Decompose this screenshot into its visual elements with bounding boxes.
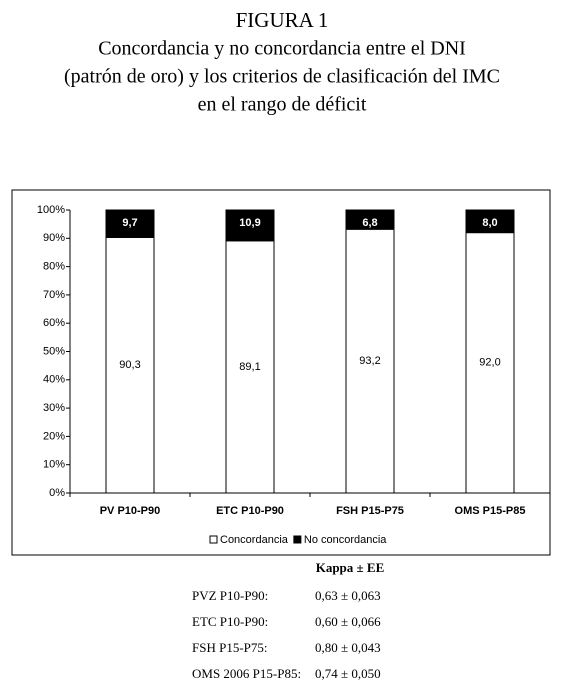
legend-label: No concordancia	[304, 534, 387, 546]
y-tick-label: 10%	[43, 459, 65, 471]
bar-segment	[465, 232, 515, 494]
data-label: 93,2	[359, 355, 380, 367]
data-label: 9,7	[122, 217, 137, 229]
y-tick-label: 60%	[43, 317, 65, 329]
x-tick-label: OMS P15-P85	[455, 505, 526, 517]
table-cell: 0,60 ± 0,066	[315, 614, 381, 629]
table-cell: 0,80 ± 0,043	[315, 640, 381, 655]
y-tick-label: 20%	[43, 430, 65, 442]
bar-segment	[465, 209, 515, 234]
y-tick-label: 70%	[43, 289, 65, 301]
y-tick-label: 100%	[37, 204, 65, 216]
data-label: 92,0	[479, 357, 500, 369]
table-cell: 0,63 ± 0,063	[315, 588, 381, 603]
y-tick-label: 0%	[49, 487, 65, 499]
y-tick-label: 90%	[43, 232, 65, 244]
data-label: 6,8	[362, 217, 377, 229]
bar-segment	[225, 209, 275, 242]
table-cell: 0,74 ± 0,050	[315, 666, 381, 681]
legend-label: Concordancia	[220, 534, 289, 546]
data-label: 89,1	[239, 361, 260, 373]
chart-frame	[11, 189, 551, 556]
table-cell: PVZ P10-P90:	[192, 588, 268, 603]
bar-segment	[225, 240, 275, 494]
y-tick-label: 80%	[43, 261, 65, 273]
y-tick-label: 50%	[43, 345, 65, 357]
legend-marker	[209, 535, 218, 544]
data-label: 10,9	[239, 217, 260, 229]
chart-title: FIGURA 1	[236, 8, 329, 32]
table-cell: OMS 2006 P15-P85:	[192, 666, 301, 681]
bar-segment	[345, 209, 395, 230]
table-header: Kappa ± EE	[316, 560, 385, 575]
bar-segment	[345, 228, 395, 494]
data-label: 8,0	[482, 217, 497, 229]
x-tick-label: ETC P10-P90	[216, 505, 284, 517]
table-cell: FSH P15-P75:	[192, 640, 268, 655]
bar-segment	[105, 236, 155, 494]
x-tick-label: FSH P15-P75	[336, 505, 404, 517]
x-tick-label: PV P10-P90	[100, 505, 161, 517]
legend-marker	[293, 535, 302, 544]
chart-subtitle: en el rango de déficit	[198, 94, 367, 116]
y-tick-label: 30%	[43, 402, 65, 414]
data-label: 90,3	[119, 359, 140, 371]
table-cell: ETC P10-P90:	[192, 614, 268, 629]
y-tick-label: 40%	[43, 374, 65, 386]
bar-segment	[105, 209, 155, 238]
chart-subtitle: (patrón de oro) y los criterios de clasi…	[64, 66, 500, 88]
chart-subtitle: Concordancia y no concordancia entre el …	[98, 38, 466, 60]
